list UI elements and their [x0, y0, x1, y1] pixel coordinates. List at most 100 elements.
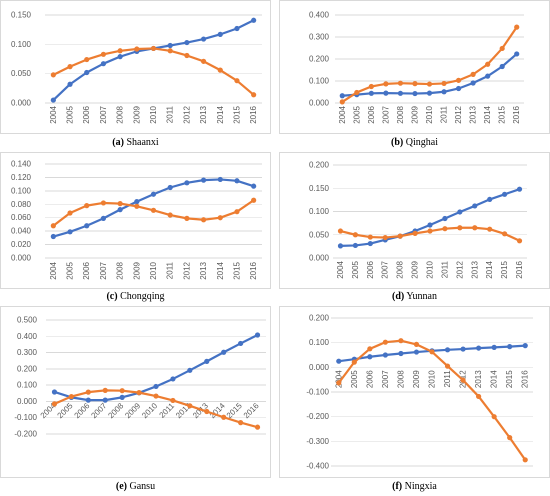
x-tick-label: 2006	[82, 105, 91, 123]
data-point-series-1	[516, 186, 523, 192]
data-point-series-2	[153, 393, 159, 399]
x-tick-label: 2016	[242, 401, 261, 420]
x-tick-label: 2011	[443, 370, 452, 388]
data-point-series-1	[184, 39, 190, 46]
data-point-series-1	[167, 42, 173, 49]
data-point-series-2	[354, 89, 360, 96]
data-point-series-1	[134, 199, 140, 205]
data-point-series-1	[217, 31, 223, 37]
y-tick-label: -0.200	[306, 412, 329, 421]
data-point-series-1	[234, 25, 240, 32]
y-tick-label: 0.500	[17, 316, 38, 325]
x-tick-label: 2011	[440, 260, 449, 278]
data-point-series-2	[102, 387, 108, 393]
data-point-series-1	[507, 344, 513, 350]
panel-caption: (d) Yunnan	[279, 291, 550, 303]
line-chart: 0.000 0.050 0.100 0.150 0.200 2004 2005 2006 200…	[309, 161, 527, 279]
data-point-series-2	[367, 234, 373, 240]
y-tick-label: 0.080	[11, 200, 32, 209]
data-point-series-2	[457, 225, 463, 231]
panel-label: (e)	[115, 481, 128, 492]
data-point-series-1	[502, 191, 508, 197]
x-tick-label: 2008	[396, 370, 405, 388]
y-tick-label: 0.300	[309, 33, 330, 42]
x-tick-label: 2005	[352, 105, 361, 123]
data-point-series-2	[397, 80, 404, 86]
x-tick-label: 2007	[381, 105, 390, 123]
data-point-series-2	[170, 397, 176, 404]
data-point-series-1	[200, 177, 207, 183]
x-tick-label: 2009	[123, 401, 142, 420]
x-tick-label: 2009	[411, 260, 420, 278]
data-point-series-1	[485, 73, 491, 79]
y-tick-label: -0.100	[14, 413, 37, 422]
x-tick-label: 2006	[367, 105, 376, 123]
data-point-series-1	[457, 209, 463, 215]
data-point-series-1	[476, 345, 482, 351]
data-point-series-1	[460, 346, 466, 352]
data-point-series-2	[117, 48, 123, 54]
x-tick-label: 2006	[82, 261, 91, 279]
data-point-series-2	[491, 414, 497, 420]
y-tick-label: 0.400	[17, 332, 38, 341]
data-point-series-2	[485, 61, 491, 67]
x-tick-label: 2013	[469, 105, 478, 123]
data-point-series-1	[234, 178, 240, 184]
data-point-series-2	[442, 226, 448, 232]
data-point-series-2	[134, 46, 140, 52]
data-point-series-1	[367, 240, 373, 247]
data-point-series-1	[50, 97, 56, 103]
y-tick-label: 0.150	[309, 184, 330, 193]
line-chart: 0.000 0.050 0.100 0.150 2004 2005 2006 2007 2008…	[11, 11, 262, 124]
data-point-series-2	[251, 197, 257, 203]
line-chart: 0.000 0.100 0.200 0.300 0.400 2004 2005 2006 200…	[309, 11, 524, 124]
data-point-series-1	[514, 51, 520, 57]
line-chart: -0.200 -0.100 0.000 0.100 0.200 0.300 0.400 0.5…	[14, 316, 266, 439]
chart-panel-a: 0.000 0.050 0.100 0.150 2004 2005 2006 2007 2008…	[0, 0, 271, 134]
data-point-series-1	[383, 90, 389, 96]
data-point-series-2	[150, 207, 157, 213]
data-point-series-2	[217, 215, 223, 221]
y-tick-label: 0.100	[11, 186, 32, 195]
data-point-series-2	[234, 209, 240, 215]
data-point-series-2	[427, 228, 433, 234]
data-point-series-2	[136, 390, 142, 396]
panel-caption: (b) Qinghai	[279, 137, 550, 149]
x-tick-label: 2015	[498, 105, 507, 123]
data-point-series-1	[426, 90, 433, 96]
x-tick-label: 2015	[225, 401, 244, 420]
data-point-series-2	[412, 230, 418, 236]
x-tick-label: 2008	[116, 261, 125, 279]
x-tick-label: 2014	[490, 370, 499, 388]
chart-panel-c: 0.000 0.020 0.040 0.060 0.080 0.100 0.120 0.140…	[0, 152, 271, 289]
x-tick-label: 2011	[166, 105, 175, 123]
y-tick-label: 0.100	[309, 338, 330, 347]
x-tick-label: 2009	[412, 370, 421, 388]
x-tick-label: 2007	[99, 105, 108, 123]
series-line-2	[337, 339, 527, 461]
data-point-series-1	[200, 36, 207, 42]
data-point-series-2	[134, 203, 140, 209]
x-tick-label: 2004	[334, 370, 343, 388]
data-point-series-1	[336, 358, 342, 364]
x-tick-label: 2008	[106, 401, 125, 420]
data-point-series-2	[522, 457, 528, 463]
x-tick-label: 2009	[410, 105, 419, 123]
data-point-series-2	[167, 48, 173, 54]
x-tick-label: 2008	[396, 260, 405, 278]
data-point-series-1	[184, 180, 190, 186]
data-point-series-1	[522, 343, 528, 349]
data-point-series-2	[455, 77, 462, 83]
y-tick-label: 0.000	[309, 363, 330, 372]
panel-caption: (f) Ningxia	[279, 481, 550, 493]
y-tick-label: -0.300	[306, 437, 329, 446]
data-point-series-2	[516, 238, 523, 244]
data-point-series-2	[184, 52, 190, 59]
x-tick-label: 2015	[500, 260, 509, 278]
x-tick-label: 2005	[66, 105, 75, 123]
y-tick-label: 0.100	[17, 381, 38, 390]
data-point-series-2	[238, 420, 244, 426]
data-point-series-2	[429, 349, 435, 355]
x-tick-label: 2006	[366, 260, 375, 278]
data-point-series-2	[234, 78, 240, 84]
